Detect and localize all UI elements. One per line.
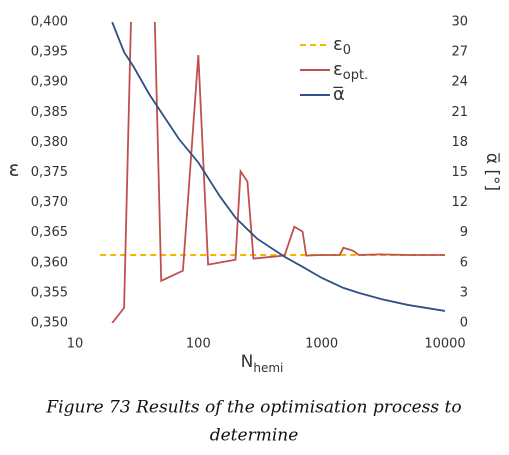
y-axis-title: ε [9, 157, 20, 181]
y-tick-label: 0,360 [31, 255, 68, 270]
legend-entry: εopt. [333, 59, 368, 83]
y-tick-label: 0,380 [31, 135, 68, 150]
y2-tick-label: 27 [451, 45, 468, 60]
x-tick-label: 1000 [305, 337, 338, 352]
y-tick-label: 0,390 [31, 75, 68, 90]
x-axis-title-sub: hemi [253, 361, 283, 375]
y2-tick-label: 30 [451, 15, 468, 30]
series-line [111, 22, 445, 312]
y2-tick-label: 9 [460, 225, 468, 240]
y2-tick-label: 3 [460, 285, 468, 300]
y2-tick-label: 18 [451, 135, 468, 150]
y-tick-label: 0,355 [31, 285, 68, 300]
y2-tick-label: 15 [451, 165, 468, 180]
y2-tick-label: 21 [451, 105, 468, 120]
legend-label-sub: 0 [343, 43, 351, 58]
y-tick-label: 0,365 [31, 225, 68, 240]
legend-label: ε [333, 34, 343, 55]
y2-axis-title: α̅ [°] [482, 153, 502, 191]
y-tick-label: 0,350 [31, 316, 68, 331]
legend-label: α̅ [333, 84, 345, 105]
y2-tick-label: 12 [451, 195, 468, 210]
y-tick-label: 0,370 [31, 195, 68, 210]
legend-entry: α̅ [333, 84, 345, 105]
y-tick-label: 0,385 [31, 105, 68, 120]
legend-label: ε [333, 59, 343, 80]
y2-tick-label: 0 [460, 316, 468, 331]
plot-area [100, 22, 445, 323]
y2-tick-label: 6 [460, 255, 468, 270]
x-tick-label: 10000 [424, 337, 465, 352]
legend-label-sub: opt. [343, 68, 368, 83]
series-line [111, 22, 445, 323]
x-axis-title-main: N [241, 352, 254, 372]
x-tick-label: 100 [186, 337, 211, 352]
caption: Figure 73 Results of the optimisation pr… [45, 398, 461, 418]
y-tick-label: 0,395 [31, 45, 68, 60]
x-tick-label: 10 [67, 337, 84, 352]
x-axis-title: Nhemi [241, 352, 284, 375]
y2-tick-label: 24 [451, 75, 468, 90]
caption: determine [210, 426, 299, 446]
y-tick-label: 0,375 [31, 165, 68, 180]
legend-entry: ε0 [333, 34, 351, 58]
y-tick-label: 0,400 [31, 15, 68, 30]
